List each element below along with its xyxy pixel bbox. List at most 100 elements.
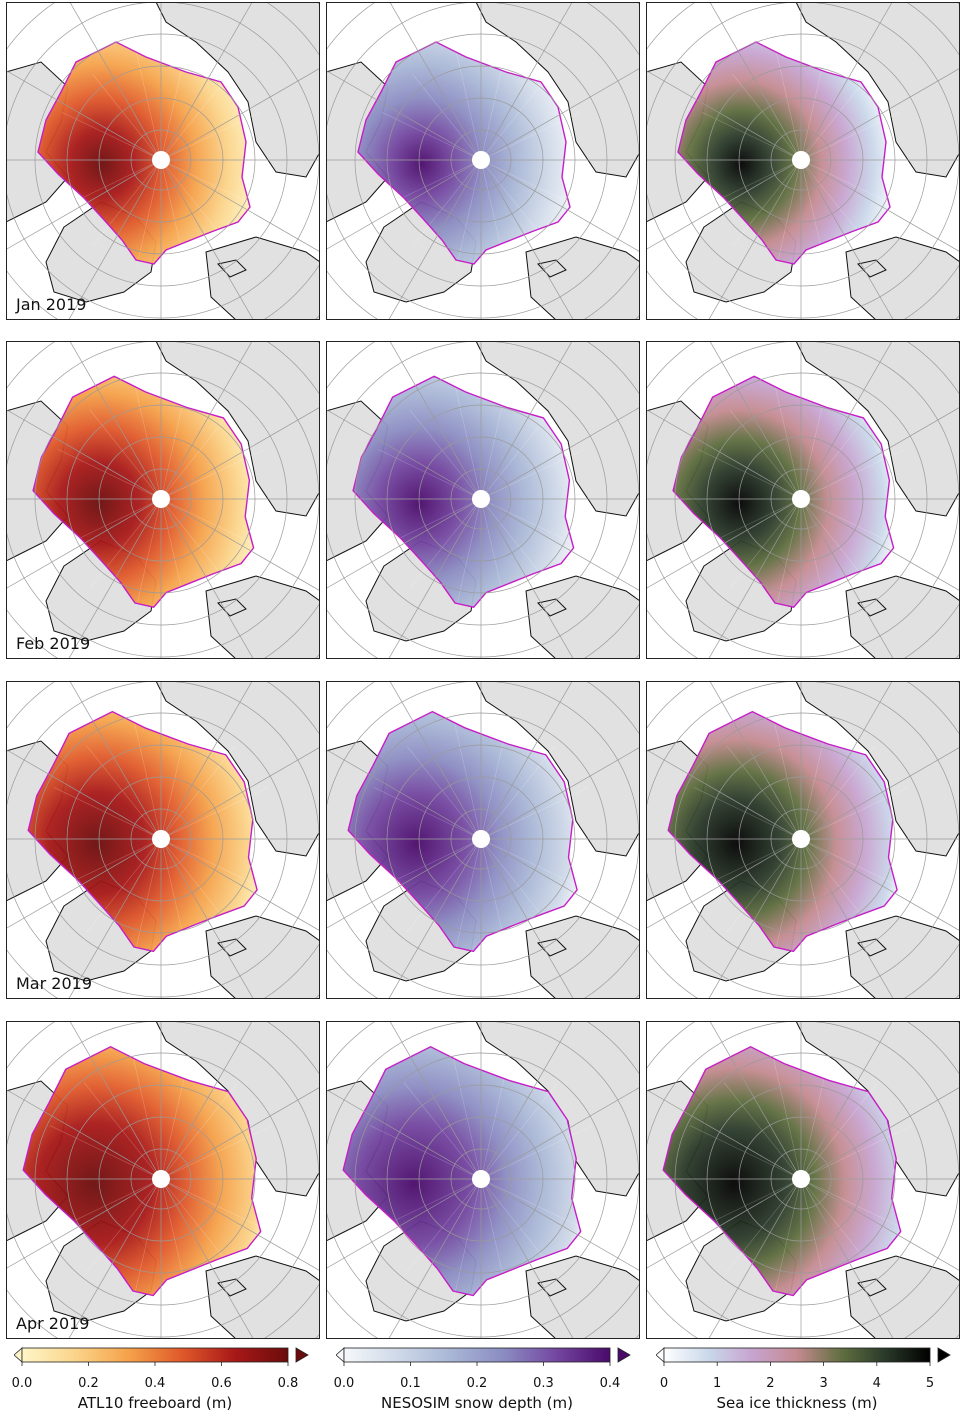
land-siberia (155, 341, 320, 517)
track-streak (453, 1058, 482, 1180)
track-streak (456, 52, 482, 161)
land-scandinavia (845, 236, 960, 320)
panel-frame (646, 681, 960, 999)
track-streak (697, 449, 802, 500)
track-streak (723, 1178, 802, 1276)
track-streak (381, 112, 482, 161)
meridian-line (388, 838, 482, 999)
meridian-line (646, 70, 802, 161)
meridian-line (388, 159, 482, 320)
land-scandinavia (525, 575, 640, 659)
meridian-line (326, 838, 482, 929)
track-streak (480, 498, 507, 611)
land-scandinavia (845, 1255, 960, 1339)
meridian-line (480, 2, 573, 161)
track-streak (406, 838, 482, 933)
ice-edge-contour (662, 1046, 902, 1297)
meridian-line (646, 1178, 802, 1269)
meridian-line (160, 159, 254, 320)
track-streak (480, 159, 506, 268)
map-panel (646, 1021, 960, 1339)
colorbar-gradient (14, 1340, 314, 1418)
track-streak (800, 1178, 829, 1300)
track-streak (369, 1178, 482, 1233)
ice-edge-contour (672, 375, 895, 608)
track-streak (373, 787, 482, 840)
meridian-line (160, 1086, 320, 1180)
meridian-line (480, 681, 573, 840)
polar-stereographic-map (646, 1021, 960, 1339)
panel-frame (326, 681, 640, 999)
land-scandinavia (845, 575, 960, 659)
month-label: Mar 2019 (16, 974, 92, 993)
track-streak (480, 1125, 593, 1180)
land-siberia (475, 341, 640, 517)
land-scandinavia (845, 915, 960, 999)
track-streak (800, 838, 909, 891)
track-streak (406, 745, 482, 840)
colorbar-tick-label: 0.2 (78, 1376, 99, 1391)
colorbar-title: NESOSIM snow depth (m) (381, 1394, 573, 1412)
track-streak (381, 159, 482, 208)
pole-hole (472, 490, 490, 508)
colorbar-tick-label: 0.1 (400, 1376, 421, 1391)
month-label: Apr 2019 (16, 1314, 90, 1333)
ice-edge-contour (342, 1046, 582, 1297)
meridian-line (326, 749, 482, 840)
track-streak (456, 159, 482, 268)
panel-frame (6, 681, 320, 999)
meridian-line (646, 1089, 802, 1180)
meridian-line (389, 1021, 482, 1180)
meridian-line (800, 838, 894, 999)
track-streak (454, 723, 482, 840)
ice-edge-contour (357, 41, 571, 265)
track-streak (160, 498, 187, 611)
colorbar-max-extend (295, 1347, 309, 1363)
colorbar-tick-label: 0.4 (144, 1376, 166, 1391)
land-scandinavia (205, 1255, 320, 1339)
meridian-line (800, 341, 893, 500)
track-streak (723, 1082, 802, 1180)
map-panel: Apr 2019 (6, 1021, 320, 1339)
meridian-line (480, 1178, 640, 1272)
track-streak (480, 1082, 559, 1180)
track-streak (800, 787, 909, 840)
meridian-line (389, 341, 482, 500)
meridian-line (709, 681, 802, 840)
track-streak (160, 1125, 273, 1180)
meridian-line (708, 159, 802, 320)
track-streak (89, 498, 162, 589)
track-streak (480, 787, 589, 840)
track-streak (480, 73, 550, 161)
track-streak (480, 1178, 593, 1233)
track-streak (689, 1125, 802, 1180)
track-streak (800, 838, 828, 955)
track-streak (480, 409, 553, 500)
month-label: Jan 2019 (16, 295, 87, 314)
land-siberia (795, 2, 960, 178)
pole-hole (152, 151, 170, 169)
track-streak (800, 1178, 879, 1276)
track-streak (480, 449, 585, 500)
polar-stereographic-map (326, 2, 640, 320)
meridian-line (800, 746, 960, 840)
track-streak (160, 73, 230, 161)
track-streak (412, 73, 482, 161)
track-streak (133, 1178, 162, 1300)
track-streak (480, 159, 581, 208)
track-streak (53, 838, 162, 891)
track-streak (53, 787, 162, 840)
meridian-line (68, 159, 162, 320)
meridian-line (480, 838, 640, 932)
land-scandinavia (205, 575, 320, 659)
meridian-line (480, 1178, 574, 1339)
meridian-line (69, 341, 162, 500)
land-scandinavia (525, 1255, 640, 1339)
panel-frame (326, 2, 640, 320)
meridian-line (800, 838, 960, 932)
meridian-line (480, 838, 574, 999)
polar-stereographic-map (6, 681, 320, 999)
pole-hole (472, 151, 490, 169)
meridian-line (6, 1089, 162, 1180)
track-streak (409, 409, 482, 500)
